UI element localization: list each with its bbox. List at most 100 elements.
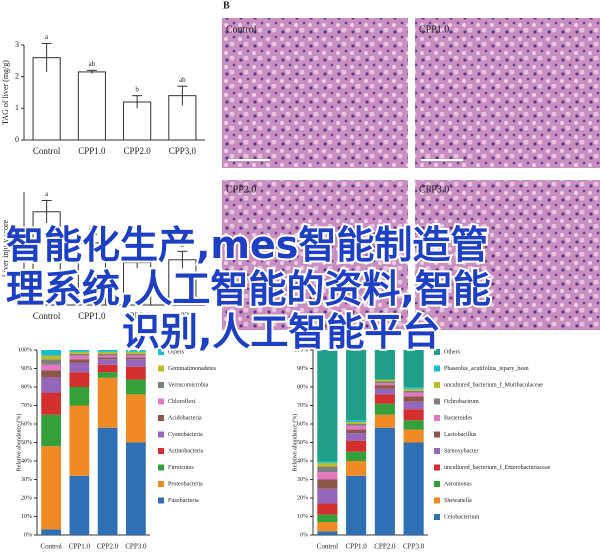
bar-segment bbox=[97, 372, 118, 378]
bar bbox=[77, 242, 106, 306]
bar-segment bbox=[125, 366, 146, 380]
histology-image bbox=[415, 18, 600, 168]
bar-segment bbox=[403, 409, 424, 421]
bar-segment bbox=[403, 388, 424, 391]
bar-segment bbox=[346, 433, 367, 441]
legend-label: Cetobacterium bbox=[444, 514, 480, 520]
bar-segment bbox=[317, 522, 338, 532]
overlay-text: 智能化生产,mes智能制造管 理系统,人工智能的资料,智能 识别,人工智能平台 bbox=[4, 221, 493, 356]
panel-title: CPP2.0 bbox=[226, 184, 256, 195]
charts: TAG of liver (mg/g) 0 1 2 3 Control CPP1.0 CPP2… bbox=[1, 33, 551, 551]
bar-segment bbox=[41, 392, 62, 415]
bar-segment bbox=[317, 503, 338, 515]
x-tick-label: Control bbox=[33, 146, 61, 156]
y-tick-label: 40% bbox=[21, 458, 32, 464]
bar-segment bbox=[125, 379, 146, 395]
y-tick-label: 0 bbox=[15, 135, 19, 144]
bar-segment bbox=[125, 357, 146, 360]
histology-image bbox=[415, 180, 600, 330]
x-tick-label: CPP3.0 bbox=[125, 543, 147, 551]
bar-segment bbox=[41, 350, 62, 356]
legend-label: Phaseolus_acutifolius_tepary_bean bbox=[444, 365, 529, 372]
bar-segment bbox=[97, 357, 118, 360]
y-tick-label: 2 bbox=[15, 71, 19, 80]
legend-label: Fusobacteria bbox=[168, 498, 199, 504]
bar bbox=[32, 57, 61, 141]
legend-label: Bacteroides bbox=[444, 415, 473, 421]
bar-segment bbox=[374, 379, 395, 382]
bar-segment bbox=[125, 442, 146, 535]
bar-segment bbox=[125, 394, 146, 443]
bar-segment bbox=[97, 364, 118, 373]
y-axis-title: Relative abundance (%) bbox=[15, 414, 22, 472]
y-tick-label: 90% bbox=[21, 366, 32, 372]
legend-swatch bbox=[158, 431, 164, 438]
bar-segment bbox=[97, 355, 118, 358]
legend-swatch bbox=[434, 448, 440, 454]
y-tick-label: 30% bbox=[297, 477, 308, 483]
bar-segment bbox=[317, 461, 338, 463]
y-tick-label: 100% bbox=[294, 347, 308, 353]
legend-swatch bbox=[158, 481, 164, 487]
bar-segment bbox=[125, 350, 146, 352]
bar-segment bbox=[317, 479, 338, 489]
bar bbox=[123, 262, 152, 306]
legend-label: Stenoxybacter bbox=[444, 448, 478, 454]
bar-segment bbox=[41, 364, 62, 371]
y-tick-label: 80% bbox=[297, 384, 308, 390]
legend-swatch bbox=[434, 365, 440, 372]
x-tick-label: CPP3.0 bbox=[169, 311, 197, 321]
x-tick-label: CPP3.0 bbox=[403, 543, 425, 551]
legend-label: Proteobacteria bbox=[168, 481, 203, 487]
bar-segment bbox=[125, 355, 146, 358]
y-tick-label: 10% bbox=[21, 514, 32, 520]
bar-segment bbox=[403, 387, 424, 389]
bar-segment bbox=[317, 462, 338, 467]
bar-segment bbox=[317, 514, 338, 523]
y-axis-title: Relative abundance (%) bbox=[291, 414, 298, 472]
bar-segment bbox=[374, 394, 395, 404]
legend-swatch bbox=[158, 448, 164, 454]
bar-segment bbox=[125, 351, 146, 354]
bar-segment bbox=[41, 414, 62, 447]
y-tick-label: 3 bbox=[15, 40, 19, 49]
bar-segment bbox=[41, 370, 62, 378]
bar-segment bbox=[69, 359, 90, 363]
legend-label: Lactobacillus bbox=[444, 432, 477, 438]
bar bbox=[32, 211, 61, 306]
y-tick-label: 100% bbox=[18, 347, 32, 353]
bar-segment bbox=[41, 355, 62, 360]
legend-label: Shewanella bbox=[444, 498, 472, 504]
panel-label: B bbox=[223, 0, 230, 11]
panel-title: Control bbox=[226, 24, 257, 35]
significance-letter: a bbox=[45, 33, 49, 41]
significance-letter: b bbox=[181, 241, 185, 249]
y-axis-title: Liver injury score bbox=[1, 219, 10, 277]
bar-segment bbox=[403, 390, 424, 393]
legend-swatch bbox=[158, 415, 164, 421]
bar-segment bbox=[69, 387, 90, 406]
panel-title: CPP3.0 bbox=[419, 184, 449, 195]
bar-segment bbox=[374, 385, 395, 389]
bar-segment bbox=[403, 396, 424, 402]
legend-swatch bbox=[158, 464, 164, 471]
bar-segment bbox=[41, 529, 62, 535]
legend-swatch bbox=[158, 365, 164, 372]
bar-segment bbox=[97, 427, 118, 535]
bar-segment bbox=[346, 440, 367, 452]
x-tick-label: CPP2.0 bbox=[97, 543, 119, 551]
legend-label: Acidobacteria bbox=[168, 415, 202, 421]
x-tick-label: CPP1.0 bbox=[78, 311, 106, 321]
significance-letter: a bbox=[45, 190, 49, 198]
legend-swatch bbox=[434, 349, 440, 355]
bar-segment bbox=[374, 403, 395, 415]
y-axis-title: TAG of liver (mg/g) bbox=[1, 60, 10, 125]
bar-segment bbox=[403, 442, 424, 535]
bar-segment bbox=[69, 475, 90, 535]
panel-title: CPP1.0 bbox=[419, 24, 449, 35]
legend-swatch bbox=[158, 398, 164, 405]
legend-label: Actinobacteria bbox=[168, 448, 204, 454]
legend-label: Chloroflexi bbox=[168, 398, 196, 405]
bar-segment bbox=[346, 429, 367, 434]
